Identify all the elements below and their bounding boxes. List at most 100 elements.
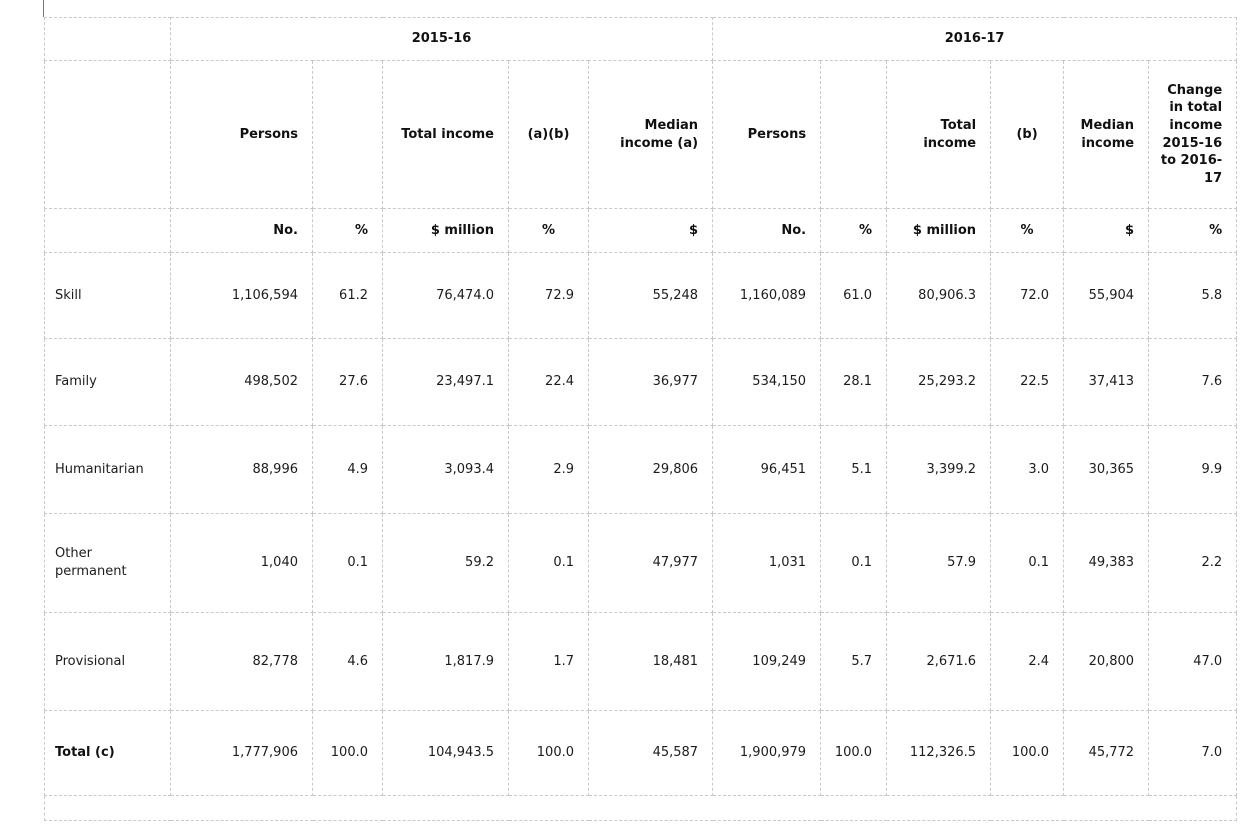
data-cell: 88,996 — [170, 425, 313, 514]
data-cell: 1,900,979 — [712, 710, 822, 796]
data-cell: 59.2 — [382, 513, 509, 613]
data-cell: 1,817.9 — [382, 612, 509, 711]
data-cell: 27.6 — [312, 338, 383, 426]
data-cell: 45,772 — [1063, 710, 1150, 796]
data-cell: 72.0 — [990, 252, 1065, 339]
income-statistics-table: 2015-16 2016-17 Persons Total income (a)(b)… — [43, 17, 1238, 821]
data-cell: 29,806 — [587, 425, 714, 514]
data-cell: 100.0 — [508, 710, 589, 796]
data-cell: 1,160,089 — [712, 252, 822, 339]
data-cell: 100.0 — [312, 710, 383, 796]
data-cell: 2.4 — [990, 612, 1065, 711]
data-cell: 104,943.5 — [382, 710, 509, 796]
data-cell: 5.7 — [820, 612, 888, 711]
data-cell: 22.5 — [990, 338, 1065, 426]
data-cell: 22.4 — [508, 338, 589, 426]
unit-header-cell: % — [312, 208, 383, 253]
data-cell: 1.7 — [508, 612, 589, 711]
data-cell: 3,399.2 — [886, 425, 992, 514]
footer-empty-cell — [43, 795, 1238, 821]
year-header-cell: 2016-17 — [712, 17, 1238, 61]
data-cell: 3,093.4 — [382, 425, 509, 514]
table-row: Humanitarian 88,996 4.9 3,093.4 2.9 29,806 96,… — [44, 425, 1238, 514]
unit-header-cell — [44, 208, 171, 253]
data-cell: 49,383 — [1063, 513, 1150, 613]
text-cursor — [43, 0, 44, 17]
data-cell: 30,365 — [1063, 425, 1150, 514]
data-cell: 18,481 — [587, 612, 714, 711]
column-header-cell: Change in total income 2015-16 to 2016-1… — [1148, 60, 1238, 209]
data-cell: 47,977 — [587, 513, 714, 613]
data-cell: 7.0 — [1148, 710, 1238, 796]
data-cell: 0.1 — [312, 513, 383, 613]
column-header-cell: Persons — [170, 60, 313, 209]
data-cell: 20,800 — [1063, 612, 1150, 711]
row-label-cell: Provisional — [44, 612, 171, 711]
table-footer — [43, 795, 1238, 821]
data-cell: 9.9 — [1148, 425, 1238, 514]
row-label-cell: Skill — [44, 252, 171, 339]
data-cell: 100.0 — [990, 710, 1065, 796]
data-cell: 61.0 — [820, 252, 888, 339]
data-cell: 7.6 — [1148, 338, 1238, 426]
data-cell: 0.1 — [508, 513, 589, 613]
data-cell: 55,904 — [1063, 252, 1150, 339]
row-label-cell: Total (c) — [44, 710, 171, 796]
column-header-cell: (b) — [990, 60, 1065, 209]
table-row: Provisional 82,778 4.6 1,817.9 1.7 18,481 109,… — [44, 612, 1238, 711]
data-cell: 36,977 — [587, 338, 714, 426]
data-cell: 2.9 — [508, 425, 589, 514]
data-cell: 498,502 — [170, 338, 313, 426]
unit-header-cell: No. — [712, 208, 822, 253]
data-cell: 82,778 — [170, 612, 313, 711]
data-cell: 45,587 — [587, 710, 714, 796]
column-header-cell: Median income — [1063, 60, 1150, 209]
units-header-row: No.% $ million% $ No.% $ million% $% — [44, 208, 1238, 253]
row-label-cell: Other permanent — [44, 513, 171, 613]
column-header-cell: Persons — [712, 60, 822, 209]
unit-header-cell: % — [820, 208, 888, 253]
year-header-cell: 2015-16 — [169, 17, 714, 61]
data-cell: 80,906.3 — [886, 252, 992, 339]
data-cell: 96,451 — [712, 425, 822, 514]
data-cell: 5.1 — [820, 425, 888, 514]
data-cell: 37,413 — [1063, 338, 1150, 426]
data-cell: 100.0 — [820, 710, 888, 796]
column-header-cell: (a)(b) — [508, 60, 589, 209]
data-cell: 1,031 — [712, 513, 822, 613]
unit-header-cell: % — [508, 208, 589, 253]
unit-header-cell: % — [990, 208, 1065, 253]
data-cell: 23,497.1 — [382, 338, 509, 426]
unit-header-cell: % — [1148, 208, 1238, 253]
table-row: Family 498,502 27.6 23,497.1 22.4 36,977 534,1… — [44, 338, 1238, 426]
data-cell: 534,150 — [712, 338, 822, 426]
row-label-cell: Family — [44, 338, 171, 426]
data-cell: 1,040 — [170, 513, 313, 613]
data-cell: 55,248 — [587, 252, 714, 339]
column-header-cell: Median income (a) — [587, 60, 714, 209]
data-cell: 2.2 — [1148, 513, 1238, 613]
column-header-cell: Total income — [382, 60, 509, 209]
data-cell: 61.2 — [312, 252, 383, 339]
column-header-cell: Total income — [886, 60, 992, 209]
data-cell: 4.6 — [312, 612, 383, 711]
corner-cell — [44, 17, 171, 61]
table-body: Skill 1,106,594 61.2 76,474.0 72.9 55,248 1,16… — [44, 252, 1238, 796]
column-header-cell — [820, 60, 888, 209]
table-header: 2015-16 2016-17 Persons Total income (a)(b)… — [44, 17, 1238, 253]
unit-header-cell: No. — [170, 208, 313, 253]
data-cell: 25,293.2 — [886, 338, 992, 426]
unit-header-cell: $ million — [382, 208, 509, 253]
data-cell: 5.8 — [1148, 252, 1238, 339]
unit-header-cell: $ — [1063, 208, 1150, 253]
data-cell: 2,671.6 — [886, 612, 992, 711]
data-cell: 1,777,906 — [170, 710, 313, 796]
data-cell: 0.1 — [820, 513, 888, 613]
footer-row — [43, 795, 1238, 821]
unit-header-cell: $ — [587, 208, 714, 253]
row-label-cell: Humanitarian — [44, 425, 171, 514]
data-cell: 112,326.5 — [886, 710, 992, 796]
data-cell: 28.1 — [820, 338, 888, 426]
data-cell: 0.1 — [990, 513, 1065, 613]
table-row: Skill 1,106,594 61.2 76,474.0 72.9 55,248 1,16… — [44, 252, 1238, 339]
